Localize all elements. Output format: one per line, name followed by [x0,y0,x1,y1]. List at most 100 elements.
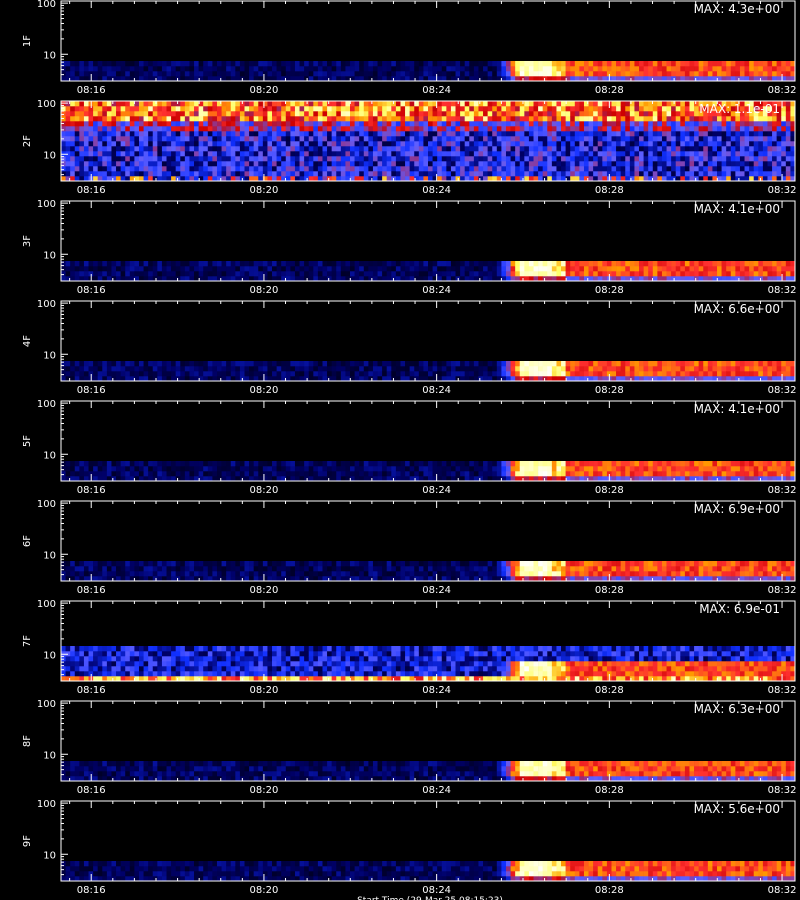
heatmap-cell [106,266,112,272]
heatmap-cell [409,116,415,122]
heatmap-cell [625,106,631,112]
heatmap-cell [102,461,108,467]
heatmap-cell [501,126,507,132]
heatmap-cell [547,126,553,132]
heatmap-cell [88,266,94,272]
heatmap-cell [749,156,755,162]
heatmap-cell [648,66,654,72]
heatmap-cell [639,376,644,382]
heatmap-cell [538,366,543,372]
heatmap-cell [657,71,663,77]
heatmap-cell [180,156,186,162]
heatmap-cell [446,176,452,182]
heatmap-cell [157,146,163,152]
heatmap-cell [643,361,649,367]
heatmap-cell [487,106,493,112]
heatmap-cell [148,266,154,272]
heatmap-cell [70,261,76,267]
x-tick-label: 08:24 [422,85,451,96]
heatmap-cell [79,266,85,272]
heatmap-cell [65,61,71,67]
heatmap-cell [767,76,773,82]
heatmap-cell [661,116,667,122]
heatmap-cell [579,101,585,107]
heatmap-cell [175,66,181,72]
heatmap-cell [129,271,135,277]
heatmap-cell [785,161,791,167]
heatmap-cell [308,161,314,167]
heatmap-cell [666,371,672,377]
heatmap-cell [414,171,420,177]
heatmap-cell [327,136,332,142]
heatmap-cell [501,111,507,117]
heatmap-cell [88,116,94,122]
heatmap-cell [368,66,374,72]
heatmap-cell [221,111,227,117]
heatmap-cell [423,171,429,177]
heatmap-cell [194,76,199,82]
heatmap-cell [707,111,713,117]
heatmap-cell [483,66,488,72]
heatmap-cell [290,276,296,282]
heatmap-cell [634,266,640,272]
heatmap-cell [290,166,296,172]
heatmap-cell [405,106,410,112]
heatmap-cell [785,271,791,277]
heatmap-cell [226,146,232,152]
heatmap-cell [194,261,199,267]
heatmap-cell [721,141,727,147]
heatmap-cell [501,156,507,162]
heatmap-cell [331,131,337,137]
heatmap-cell [184,266,190,272]
heatmap-cell [106,131,112,137]
heatmap-cell [606,131,612,137]
heatmap-cell [258,361,264,367]
heatmap-cell [290,136,296,142]
heatmap-cell [313,276,319,282]
heatmap-cell [203,161,209,167]
heatmap-cell [450,161,456,167]
heatmap-cell [111,66,117,72]
heatmap-cell [148,166,154,172]
heatmap-cell [340,111,346,117]
heatmap-cell [501,276,507,282]
heatmap-cell [331,141,337,147]
heatmap-cell [492,116,498,122]
heatmap-cell [515,126,521,132]
heatmap-cell [157,161,163,167]
heatmap-cell [441,141,447,147]
heatmap-cell [148,76,154,82]
heatmap-cell [285,116,291,122]
heatmap-cell [428,61,433,67]
heatmap-cell [726,61,732,67]
heatmap-cell [721,371,727,377]
heatmap-cell [102,471,108,477]
heatmap-cell [703,146,709,152]
heatmap-cell [528,171,534,177]
heatmap-cell [538,146,543,152]
heatmap-cell [272,271,277,277]
heatmap-cell [556,121,562,127]
heatmap-cell [478,66,484,72]
heatmap-cell [331,156,337,162]
heatmap-cell [565,371,571,377]
heatmap-cell [501,106,507,112]
heatmap-cell [478,136,484,142]
heatmap-cell [70,121,76,127]
x-tick-label: 08:20 [250,285,279,296]
heatmap-cell [111,376,117,382]
heatmap-cell [730,141,736,147]
heatmap-cell [698,276,704,282]
heatmap-cell [593,146,599,152]
heatmap-cell [441,116,447,122]
heatmap-cell [629,76,635,82]
heatmap-cell [120,121,126,127]
heatmap-cell [437,176,443,182]
heatmap-cell [354,261,360,267]
heatmap-cell [785,106,791,112]
heatmap-cell [281,151,287,157]
heatmap-cell [143,171,149,177]
heatmap-cell [129,461,135,467]
heatmap-cell [281,171,287,177]
